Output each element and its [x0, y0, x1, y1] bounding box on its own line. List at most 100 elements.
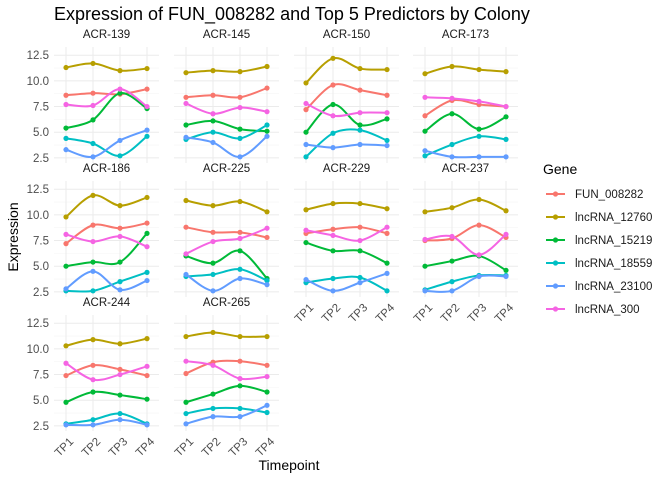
series-lncrna_23100 [303, 270, 390, 294]
data-point [476, 154, 482, 160]
data-point [90, 140, 96, 147]
data-point [183, 271, 189, 278]
data-point [264, 128, 270, 134]
data-point [357, 65, 363, 72]
data-point [330, 55, 336, 61]
facet-strip-label: ACR-173 [442, 29, 489, 41]
data-point [63, 214, 69, 220]
legend-entry: lncRNA_18559 [546, 258, 652, 270]
data-point [117, 417, 123, 423]
data-point [422, 94, 428, 100]
data-point [237, 94, 243, 100]
y-tick-label: 2.5 [33, 153, 49, 165]
data-point [210, 118, 216, 124]
facet-strip-label: ACR-265 [203, 297, 250, 309]
data-point [384, 116, 390, 122]
data-point [63, 147, 69, 153]
data-point [183, 197, 189, 204]
legend-entry: lncRNA_300 [546, 304, 640, 316]
data-point [183, 224, 189, 230]
data-point [63, 372, 69, 379]
series-line [424, 274, 507, 293]
data-point [357, 110, 363, 116]
data-point [422, 153, 428, 159]
series-line [424, 254, 507, 272]
data-point [449, 154, 455, 160]
series-line [65, 222, 148, 245]
data-point [117, 68, 123, 74]
series-lncrna_300 [422, 94, 509, 110]
data-point [303, 239, 309, 246]
series-lncrna_15219 [303, 239, 390, 266]
series-line [65, 271, 148, 293]
series-lncrna_12760 [63, 60, 150, 74]
data-point [117, 225, 123, 231]
series-fun_008282 [183, 224, 270, 241]
data-point [210, 139, 216, 146]
data-point [90, 192, 96, 198]
series-line [65, 337, 148, 347]
data-point [63, 92, 69, 98]
data-point [384, 137, 390, 144]
data-point [449, 279, 455, 285]
series-line [65, 88, 148, 108]
data-point [63, 286, 69, 292]
data-point [503, 267, 509, 273]
data-point [90, 238, 96, 245]
data-point [210, 68, 216, 74]
data-point [90, 422, 96, 428]
data-point [330, 232, 336, 239]
data-point [264, 362, 270, 368]
data-point [210, 111, 216, 117]
y-axis-title: Expression [5, 202, 21, 271]
data-point [503, 69, 509, 75]
legend-key-point [552, 306, 559, 312]
data-point [237, 275, 243, 282]
data-point [117, 341, 123, 347]
series-line [305, 201, 388, 211]
series-line [424, 135, 507, 157]
data-point [422, 209, 428, 215]
data-point [237, 135, 243, 141]
data-point [144, 65, 150, 72]
x-tick-label: TP2 [80, 436, 103, 459]
series-fun_008282 [183, 85, 270, 100]
legend-entry: lncRNA_12760 [546, 212, 652, 224]
y-tick-label: 7.5 [33, 370, 49, 382]
data-point [503, 208, 509, 214]
series-lncrna_12760 [63, 192, 150, 220]
facet-panel: ACR-225 [174, 163, 279, 297]
data-point [264, 234, 270, 241]
data-point [117, 90, 123, 96]
data-point [144, 220, 150, 226]
series-line [424, 198, 507, 213]
y-tick-label: 12.5 [27, 50, 49, 62]
series-lncrna_300 [422, 231, 509, 258]
data-point [264, 63, 270, 70]
series-lncrna_300 [63, 231, 150, 250]
series-lncrna_300 [183, 358, 270, 382]
series-line [305, 102, 388, 118]
data-point [237, 414, 243, 420]
data-point [210, 271, 216, 278]
data-point [237, 229, 243, 235]
series-lncrna_300 [63, 360, 150, 383]
data-point [90, 259, 96, 265]
facet-strip-label: ACR-139 [83, 29, 130, 41]
data-point [503, 154, 509, 160]
data-point [144, 277, 150, 284]
series-line [65, 270, 148, 291]
data-point [303, 141, 309, 148]
y-tick-label: 2.5 [33, 287, 49, 299]
series-line [185, 384, 268, 404]
data-point [264, 122, 270, 128]
data-point [330, 200, 336, 207]
series-lncrna_18559 [422, 133, 509, 159]
series-line [185, 268, 268, 282]
data-point [117, 392, 123, 398]
series-line [185, 199, 268, 213]
data-point [357, 248, 363, 254]
data-point [330, 82, 336, 88]
series-line [424, 96, 507, 108]
data-point [330, 101, 336, 108]
